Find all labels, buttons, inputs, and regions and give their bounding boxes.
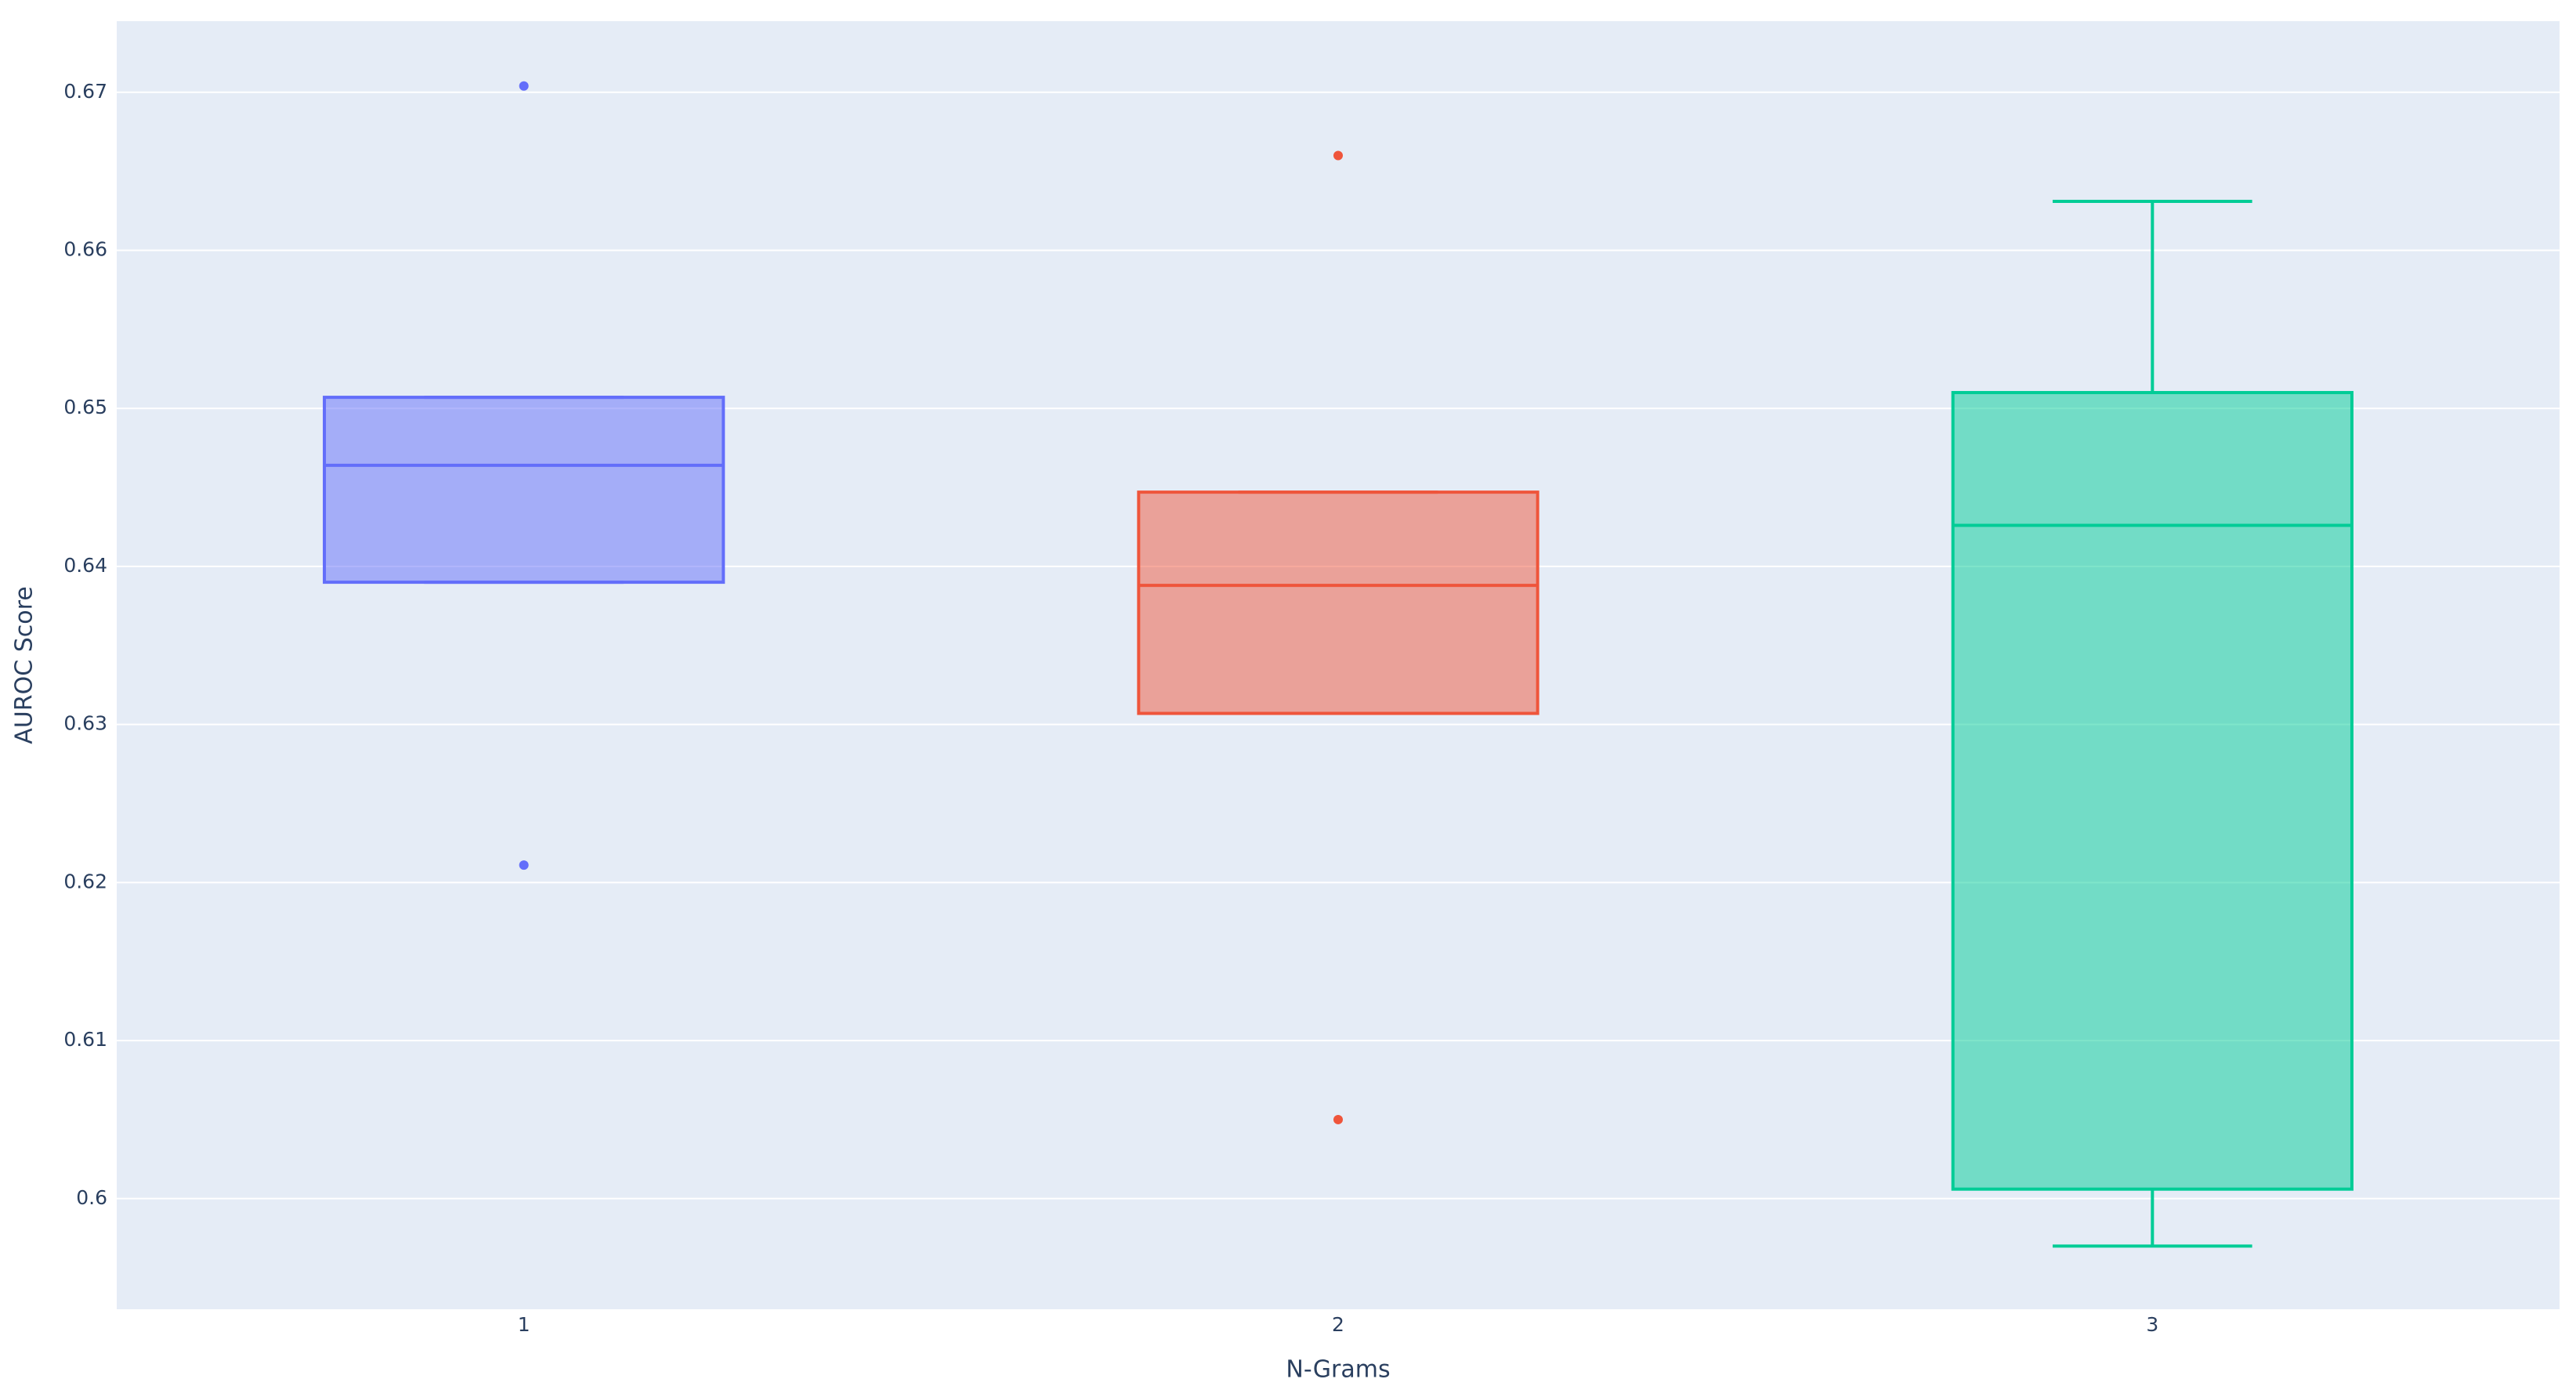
box [323, 396, 725, 584]
y-tick-label: 0.67 [63, 80, 107, 103]
outlier [519, 860, 529, 870]
y-tick-label: 0.61 [63, 1028, 107, 1051]
x-tick-label: 3 [2146, 1313, 2158, 1336]
outlier [519, 81, 529, 91]
x-tick-label: 2 [1332, 1313, 1344, 1336]
x-axis-title: N-Grams [1286, 1356, 1390, 1384]
y-tick-label: 0.63 [63, 712, 107, 735]
y-tick-label: 0.6 [76, 1186, 107, 1209]
outlier [1333, 150, 1343, 161]
box [1137, 490, 1539, 715]
y-tick-label: 0.66 [63, 237, 107, 260]
box [1951, 391, 2353, 1191]
y-tick-label: 0.65 [63, 396, 107, 418]
y-axis-title: AUROC Score [11, 586, 38, 744]
outlier [1333, 1114, 1343, 1124]
y-tick-label: 0.62 [63, 870, 107, 892]
y-tick-label: 0.64 [63, 554, 107, 577]
x-tick-label: 1 [518, 1313, 530, 1336]
